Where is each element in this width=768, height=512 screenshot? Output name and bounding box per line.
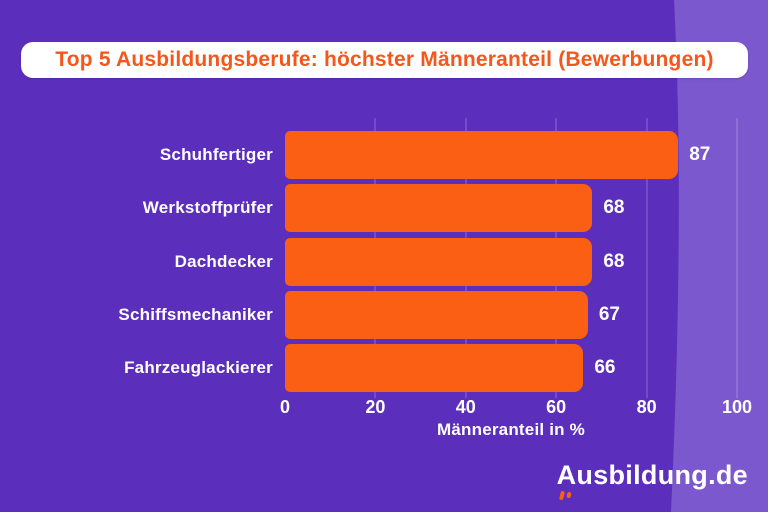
bar-row: Schuhfertiger 87: [0, 131, 768, 179]
x-tick-label: 20: [365, 397, 386, 417]
gridline: [645, 118, 648, 398]
x-axis-label: Männeranteil in %: [437, 420, 585, 439]
bar-row: Werkstoffprüfer 68: [0, 184, 768, 233]
x-tick-label: 0: [279, 397, 290, 417]
bar: [285, 344, 584, 393]
bar: [285, 290, 588, 339]
x-tick-label: 40: [455, 397, 476, 417]
x-tick-label: 100: [721, 397, 753, 417]
x-tick-label: 80: [636, 397, 657, 417]
bar-row: Dachdecker 68: [0, 237, 768, 286]
value-label: 68: [603, 197, 625, 219]
bar: [285, 184, 593, 233]
bar-row: Schiffsmechaniker 67: [0, 290, 768, 339]
logo-rocket-a: A: [556, 460, 577, 501]
category-label: Werkstoffprüfer: [142, 198, 273, 218]
value-label: 66: [594, 357, 616, 379]
category-label: Schuhfertiger: [159, 145, 273, 164]
gridline: [736, 118, 738, 398]
logo-text: usbildung.de: [576, 460, 748, 490]
brand-logo: A usbildung.de: [556, 460, 748, 501]
x-tick-label: 60: [546, 397, 567, 417]
category-label: Fahrzeuglackierer: [124, 358, 273, 378]
category-label: Dachdecker: [174, 251, 273, 271]
bar: [285, 237, 593, 286]
bar: [285, 131, 679, 179]
category-label: Schiffsmechaniker: [118, 304, 273, 324]
value-label: 67: [598, 303, 620, 325]
value-label: 68: [603, 250, 625, 272]
title-banner: Top 5 Ausbildungsberufe: höchster Männer…: [21, 42, 748, 78]
chart-title: Top 5 Ausbildungsberufe: höchster Männer…: [55, 48, 714, 71]
bar-row: Fahrzeuglackierer 66: [0, 344, 768, 393]
value-label: 87: [689, 144, 711, 165]
logo-letter-a: A: [556, 460, 577, 490]
